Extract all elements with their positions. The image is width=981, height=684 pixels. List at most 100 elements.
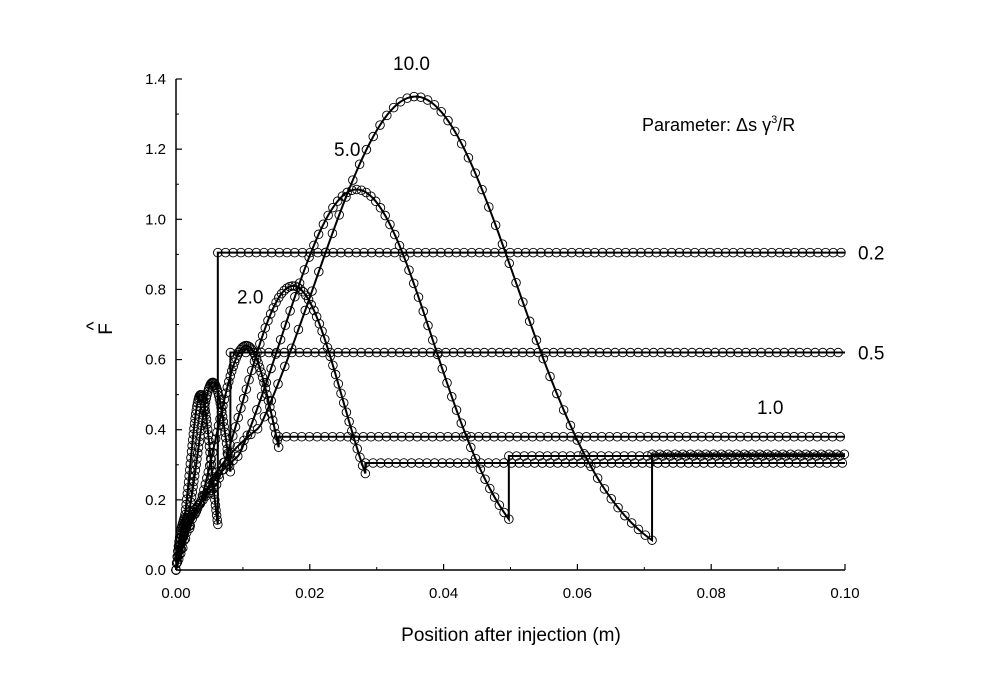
data-point xyxy=(477,184,487,195)
x-tick-label: 0.06 xyxy=(563,585,592,602)
data-point xyxy=(313,247,323,258)
data-point xyxy=(690,247,700,258)
data-point xyxy=(186,492,197,502)
data-point xyxy=(504,431,515,442)
data-point xyxy=(341,347,351,358)
data-point xyxy=(336,247,346,258)
y-axis-title-accent: ^ xyxy=(84,321,105,330)
data-point xyxy=(189,471,200,481)
data-point xyxy=(499,458,509,468)
data-point xyxy=(676,458,686,468)
data-point xyxy=(735,431,746,442)
data-point xyxy=(527,451,537,461)
data-point xyxy=(204,435,214,446)
data-point xyxy=(347,185,357,195)
data-point xyxy=(399,458,409,468)
data-point xyxy=(456,418,467,428)
data-point xyxy=(294,278,305,288)
data-point xyxy=(351,247,362,258)
data-point xyxy=(688,451,699,461)
data-point xyxy=(186,452,196,463)
data-point xyxy=(781,431,792,442)
data-point xyxy=(332,196,343,206)
data-point xyxy=(251,247,262,258)
data-point xyxy=(432,349,443,360)
data-point xyxy=(286,343,297,353)
data-point xyxy=(664,347,674,358)
data-point xyxy=(602,347,613,358)
data-point xyxy=(797,247,808,258)
data-point xyxy=(810,347,820,358)
data-point xyxy=(210,495,220,505)
data-point xyxy=(328,360,338,371)
data-point xyxy=(822,458,832,468)
data-point xyxy=(542,451,553,461)
data-point xyxy=(381,431,392,442)
data-point xyxy=(312,431,322,442)
data-point xyxy=(565,451,576,461)
data-point xyxy=(779,347,790,358)
data-point xyxy=(320,247,331,258)
data-point xyxy=(767,247,777,258)
data-point xyxy=(191,459,201,470)
data-point xyxy=(313,229,324,240)
data-point xyxy=(443,247,454,258)
data-point xyxy=(689,431,699,442)
data-point xyxy=(414,458,424,468)
data-point xyxy=(674,247,685,258)
data-point xyxy=(236,247,246,258)
data-point xyxy=(261,377,272,388)
y-tick-label: 1.0 xyxy=(145,211,166,228)
data-point xyxy=(592,473,603,483)
data-point xyxy=(599,484,610,494)
data-point xyxy=(184,471,194,481)
data-point xyxy=(402,93,412,103)
data-point xyxy=(302,347,313,358)
data-point xyxy=(752,458,763,468)
data-point xyxy=(704,451,714,461)
data-point xyxy=(606,458,617,468)
data-point xyxy=(196,420,207,431)
data-point xyxy=(734,451,745,461)
data-point xyxy=(280,320,291,330)
data-point xyxy=(456,347,466,358)
data-point xyxy=(451,405,462,415)
data-point xyxy=(739,449,750,460)
data-point xyxy=(536,247,546,258)
data-point xyxy=(268,303,279,313)
data-point xyxy=(548,347,559,358)
data-point xyxy=(491,458,501,468)
data-point xyxy=(463,153,474,163)
data-point xyxy=(237,442,248,452)
data-point xyxy=(187,440,197,451)
data-point xyxy=(343,247,354,258)
data-point xyxy=(211,510,222,521)
data-point xyxy=(189,418,200,429)
data-point xyxy=(225,371,236,381)
data-point xyxy=(251,354,262,364)
data-point xyxy=(374,247,385,258)
data-point xyxy=(359,247,369,258)
parameter-prefix: Parameter: xyxy=(642,115,736,135)
data-point xyxy=(757,451,768,461)
series-markers-5.0 xyxy=(171,184,845,575)
data-point xyxy=(571,347,582,358)
data-point xyxy=(215,414,225,424)
data-point xyxy=(174,550,184,560)
data-point xyxy=(681,431,692,442)
series-line-2.0 xyxy=(175,284,845,571)
data-point xyxy=(318,219,329,230)
data-point xyxy=(360,458,371,468)
data-point xyxy=(228,247,238,258)
data-point xyxy=(626,518,637,528)
data-point xyxy=(766,431,776,442)
series-line-1.0 xyxy=(175,344,845,571)
data-point xyxy=(391,458,401,468)
data-point xyxy=(704,431,715,442)
y-tick-label: 0.0 xyxy=(145,562,166,579)
data-point xyxy=(299,265,310,275)
data-point xyxy=(205,478,215,489)
data-point xyxy=(743,247,754,258)
data-point xyxy=(273,442,284,453)
data-point xyxy=(220,247,231,258)
